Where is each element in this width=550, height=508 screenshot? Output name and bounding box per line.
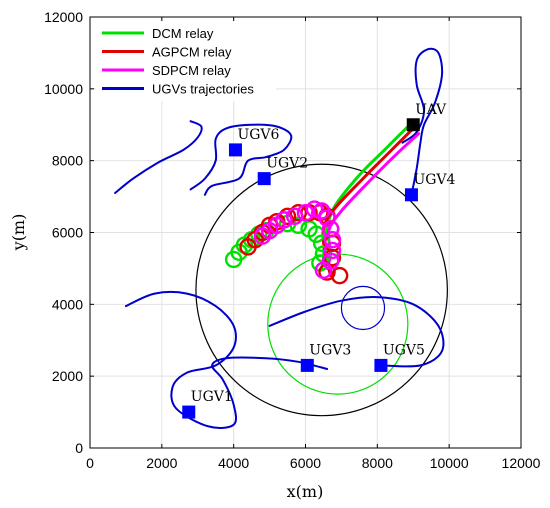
relay-loops — [224, 200, 349, 285]
ugvs-trajectories-path — [268, 296, 445, 368]
range-circle — [195, 163, 448, 417]
agpcm-relay-loop — [330, 266, 349, 285]
legend-entry: DCM relay — [152, 26, 214, 41]
ugv2-label: UGV2 — [266, 156, 308, 172]
y-tick-label: 10000 — [44, 81, 83, 97]
sdpcm-relay-loop — [296, 204, 315, 222]
agpcm-relay-loop — [289, 204, 308, 222]
y-tick-label: 2000 — [52, 368, 83, 384]
ugv5-label: UGV5 — [383, 342, 425, 358]
y-tick-label: 12000 — [44, 9, 83, 25]
ugv6-marker — [228, 143, 242, 157]
ugv1-label: UGV1 — [191, 389, 233, 405]
ugvs-trajectories-path — [124, 291, 329, 429]
y-axis-label: y(m) — [9, 214, 28, 252]
ugv4-marker — [404, 188, 418, 202]
axis-ticks: 0 2000 4000 6000 8000 10000 12000 0 2000 4000 6000… — [44, 9, 541, 471]
y-tick-label: 0 — [75, 440, 83, 456]
x-axis-label: x(m) — [287, 482, 324, 501]
range-circle — [340, 285, 386, 331]
markers: UAV UGV1 UGV2 UGV3 UGV4 UGV5 UGV6 — [182, 102, 456, 419]
ugv5-marker — [374, 358, 388, 372]
legend-entry: SDPCM relay — [152, 63, 231, 78]
legend: DCM relay AGPCM relay SDPCM relay UGVs traj… — [96, 21, 276, 101]
x-tick-label: 0 — [86, 455, 94, 471]
sdpcm-relay-loop — [275, 211, 293, 229]
uav-marker — [406, 118, 420, 132]
sdpcm-relay-loop — [318, 209, 336, 227]
x-tick-label: 2000 — [146, 455, 177, 471]
ugvs-trajectories-path — [114, 120, 203, 194]
y-tick-label: 4000 — [52, 296, 83, 312]
sdpcm-relay-loop — [321, 220, 340, 238]
sdpcm-relay-loop — [323, 241, 342, 260]
agpcm-relay-loop — [278, 207, 297, 226]
ugvs-trajectories-path — [401, 47, 444, 196]
ugv6-label: UGV6 — [237, 127, 279, 143]
ugv3-marker — [300, 358, 314, 372]
coverage-circles — [195, 163, 448, 417]
x-tick-label: 6000 — [290, 455, 321, 471]
y-tick-label: 8000 — [52, 153, 83, 169]
x-tick-label: 10000 — [430, 455, 469, 471]
ugv3-label: UGV3 — [309, 342, 351, 358]
ugv1-marker — [182, 405, 196, 419]
sdpcm-relay-loop — [314, 261, 333, 279]
ugv2-marker — [257, 172, 271, 186]
legend-entry: UGVs trajectories — [152, 82, 254, 97]
x-tick-label: 8000 — [362, 455, 393, 471]
ugvs-trajectories-path — [189, 123, 293, 196]
x-tick-label: 12000 — [502, 455, 541, 471]
sdpcm-relay-loop — [305, 200, 324, 218]
legend-entry: AGPCM relay — [152, 45, 232, 60]
sdpcm-relay-loop — [285, 207, 304, 226]
sdpcm-relay-loop — [323, 230, 342, 249]
uav-label: UAV — [415, 102, 447, 118]
y-tick-label: 6000 — [52, 225, 83, 241]
x-tick-label: 4000 — [218, 455, 249, 471]
ugv4-label: UGV4 — [413, 172, 455, 188]
